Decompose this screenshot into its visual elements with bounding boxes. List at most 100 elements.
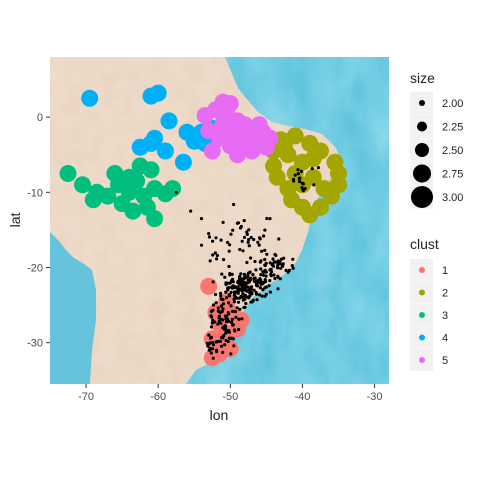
small-point: [211, 343, 216, 347]
cluster-4-point: [156, 142, 174, 160]
cluster-5-point: [214, 114, 232, 132]
small-point: [242, 235, 247, 239]
color-legend-symbol: [419, 357, 425, 363]
small-point: [209, 325, 214, 329]
small-point: [257, 243, 261, 247]
small-point: [316, 166, 320, 170]
y-tick-label: -30: [27, 338, 43, 350]
x-axis-title: lon: [210, 407, 229, 423]
color-legend-symbol: [419, 267, 425, 273]
cluster-4-point: [149, 84, 167, 102]
small-point: [240, 289, 244, 293]
small-point: [303, 187, 307, 191]
small-point: [229, 352, 233, 356]
cluster-3-point: [120, 183, 138, 201]
small-point: [245, 260, 249, 265]
small-point: [208, 259, 212, 263]
small-point: [293, 173, 297, 177]
small-point: [229, 304, 233, 308]
small-point: [253, 279, 257, 284]
small-point: [220, 309, 224, 314]
small-point: [249, 256, 253, 260]
color-legend-symbol: [419, 312, 425, 318]
small-point: [222, 258, 226, 262]
small-point: [229, 232, 233, 236]
cluster-4-point: [185, 132, 203, 150]
small-point: [221, 350, 225, 354]
cluster-4-point: [81, 89, 99, 107]
size-legend-label: 2.25: [442, 122, 463, 134]
small-point: [248, 294, 252, 298]
small-point: [296, 172, 300, 176]
small-point: [247, 238, 251, 242]
small-point: [258, 260, 262, 264]
small-point: [243, 281, 247, 285]
small-point: [260, 294, 264, 298]
small-point: [261, 273, 266, 277]
small-point: [256, 284, 260, 288]
small-point: [242, 305, 246, 310]
cluster-4-point: [160, 112, 178, 130]
small-point: [174, 190, 178, 194]
small-point: [237, 280, 241, 284]
small-point: [291, 257, 295, 261]
color-legend-title: clust: [410, 236, 439, 252]
small-point: [221, 307, 225, 311]
cluster-2-point: [279, 180, 297, 198]
small-point: [221, 318, 225, 322]
cluster-5-point: [257, 138, 275, 156]
small-point: [213, 320, 217, 324]
small-point: [225, 296, 229, 300]
small-point: [214, 301, 218, 305]
small-point: [258, 277, 262, 281]
size-legend-symbol: [415, 143, 429, 157]
small-point: [226, 311, 230, 315]
small-point: [265, 252, 269, 256]
cluster-3-point: [84, 191, 102, 209]
color-legend-label: 5: [442, 355, 448, 367]
small-point: [227, 249, 231, 253]
small-point: [234, 315, 238, 319]
cluster-5-point: [203, 142, 221, 160]
small-point: [232, 297, 236, 301]
small-point: [228, 281, 232, 285]
cluster-2-point: [304, 150, 322, 167]
x-tick-label: -60: [150, 391, 166, 403]
cluster-5-point: [239, 128, 257, 146]
color-legend-label: 2: [442, 288, 448, 300]
pacific-coast: [50, 232, 96, 384]
small-point: [219, 294, 223, 298]
small-point: [247, 244, 251, 248]
small-point: [218, 339, 222, 343]
cluster-2-point: [275, 137, 293, 155]
cluster-5-point: [200, 122, 218, 140]
size-legend: size 2.00 2.25 2.50 2.75 3.00: [410, 70, 463, 209]
small-point: [282, 256, 286, 260]
small-point: [237, 327, 241, 332]
cluster-3-point: [106, 165, 124, 182]
small-point: [230, 285, 234, 289]
small-point: [232, 202, 236, 207]
small-point: [216, 322, 220, 326]
small-point: [224, 320, 229, 324]
size-legend-symbol: [411, 186, 433, 208]
small-point: [236, 221, 240, 225]
small-point: [209, 351, 213, 355]
small-point: [264, 274, 268, 278]
small-point: [259, 273, 263, 277]
small-point: [254, 268, 258, 272]
size-legend-label: 3.00: [442, 192, 463, 204]
cluster-4-point: [146, 129, 164, 147]
small-point: [232, 285, 236, 289]
small-point: [224, 282, 228, 286]
small-point: [233, 290, 237, 294]
small-point: [219, 321, 223, 325]
small-point: [220, 272, 224, 276]
small-point: [213, 292, 218, 297]
color-legend-label: 3: [442, 310, 448, 322]
small-point: [263, 263, 267, 268]
small-point: [252, 237, 256, 242]
small-point: [259, 267, 263, 271]
small-point: [290, 264, 294, 268]
small-point: [263, 269, 267, 273]
